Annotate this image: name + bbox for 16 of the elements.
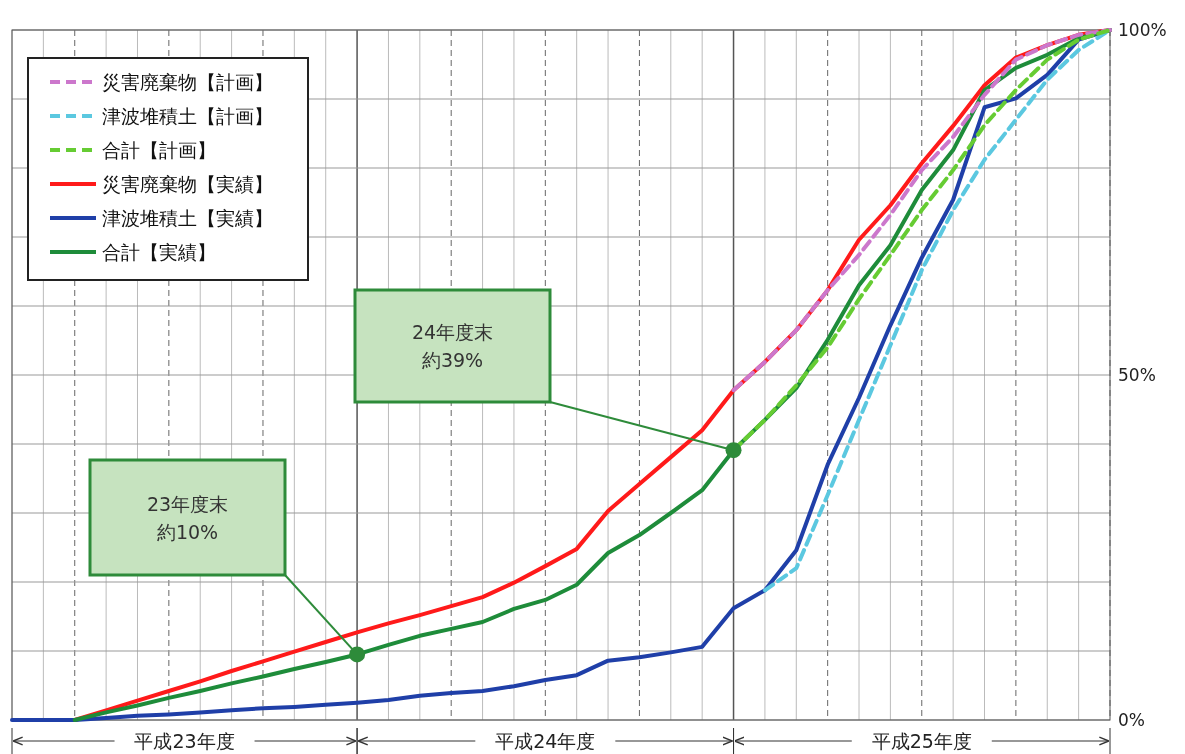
text: 平成24年度 xyxy=(495,730,596,752)
legend-label: 合計【計画】 xyxy=(102,139,216,161)
annotation: 24年度末約39% xyxy=(411,321,494,371)
y-tick-label: 0% xyxy=(1118,710,1145,730)
text: 平成23年度 xyxy=(134,730,235,752)
legend-label: 合計【実績】 xyxy=(102,241,216,263)
y-tick-label: 50% xyxy=(1118,365,1156,385)
annotation: 23年度末約10% xyxy=(146,492,229,543)
legend-label: 災害廃棄物【実績】 xyxy=(102,173,273,195)
y-tick-label: 100% xyxy=(1118,20,1167,40)
picture-callout: 24年度末約39% xyxy=(353,288,742,459)
legend-label: 津波堆積土【計画】 xyxy=(102,105,273,127)
text: 平成25年度 xyxy=(871,730,972,752)
picture-callout: 23年度末約10% xyxy=(88,458,366,663)
legend-label: 災害廃棄物【計画】 xyxy=(102,71,273,93)
legend-label: 津波堆積土【実績】 xyxy=(102,207,273,229)
